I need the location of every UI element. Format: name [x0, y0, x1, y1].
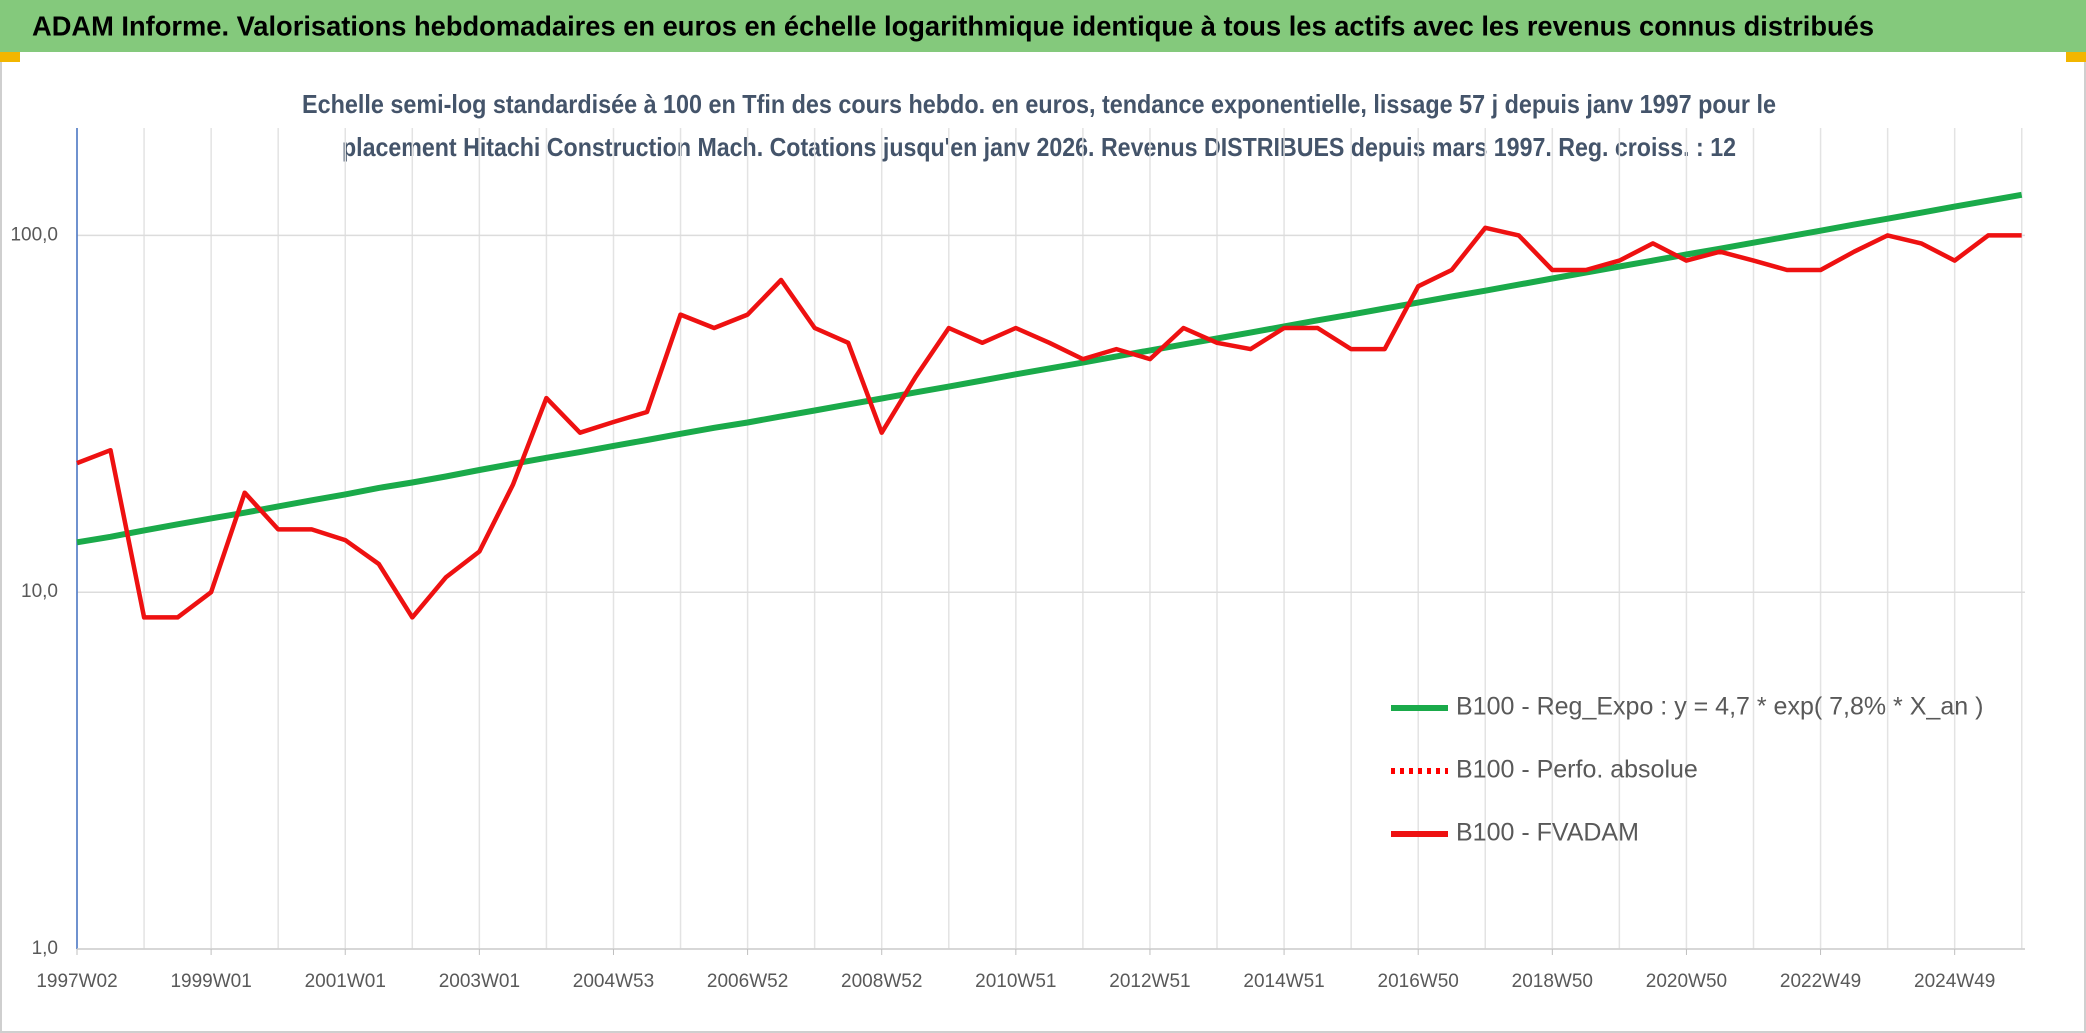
chart-subtitle: placement Hitachi Construction Mach. Cot… [342, 132, 1736, 162]
x-tick-label: 2010W51 [975, 971, 1056, 992]
y-tick-label: 10,0 [21, 581, 58, 602]
x-tick-label: 2016W50 [1378, 971, 1459, 992]
x-tick-label: 2004W53 [573, 971, 654, 992]
x-tick-label: 2024W49 [1914, 971, 1995, 992]
chart-title: ADAM Informe. Valorisations hebdomadaire… [32, 10, 1874, 41]
x-tick-label: 2014W51 [1243, 971, 1324, 992]
y-tick-label: 100,0 [10, 224, 58, 245]
x-tick-label: 1999W01 [170, 971, 251, 992]
series-line [76, 225, 2022, 620]
title-bar [0, 0, 2086, 52]
x-tick-label: 2008W52 [841, 971, 922, 992]
x-tick-label: 2006W52 [707, 971, 788, 992]
corner [2066, 52, 2086, 62]
y-tick-label: 1,0 [32, 938, 58, 959]
series-line [76, 191, 2023, 546]
x-tick-label: 2001W01 [305, 971, 386, 992]
chart-subtitle: Echelle semi-log standardisée à 100 en T… [302, 89, 1776, 119]
x-tick-label: 2022W49 [1780, 971, 1861, 992]
corner [0, 52, 20, 62]
legend-label: B100 - Perfo. absolue [1456, 756, 1698, 784]
legend-label: B100 - FVADAM [1456, 819, 1639, 847]
x-tick-label: 2018W50 [1512, 971, 1593, 992]
legend-label: B100 - Reg_Expo : y = 4,7 * exp( 7,8% * … [1456, 693, 1983, 721]
x-tick-label: 1997W02 [36, 971, 117, 992]
x-tick-label: 2012W51 [1109, 971, 1190, 992]
x-tick-label: 2003W01 [439, 971, 520, 992]
x-tick-label: 2020W50 [1646, 971, 1727, 992]
